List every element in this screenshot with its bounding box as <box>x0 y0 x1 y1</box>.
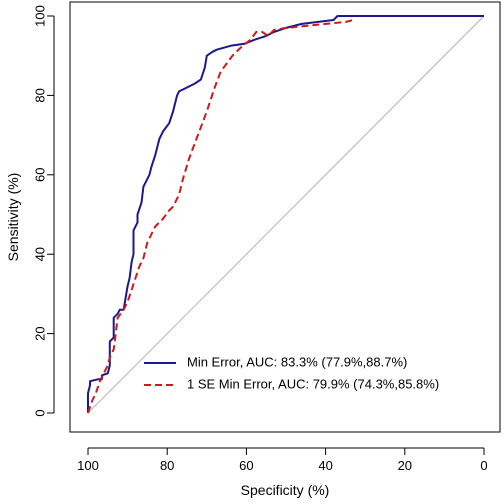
legend-label-1: Min Error, AUC: 83.3% (77.9%,88.7%) <box>187 354 407 369</box>
y-tick-label: 100 <box>33 5 48 27</box>
series-line-2 <box>87 19 354 414</box>
reference-diagonal <box>87 15 485 414</box>
y-tick-label: 60 <box>33 168 48 182</box>
y-tick-label: 0 <box>33 409 48 416</box>
x-tick-label: 100 <box>77 458 99 473</box>
x-axis-label: Specificity (%) <box>241 482 330 498</box>
axes: 100 80 60 40 20 0 0 20 40 60 80 100 <box>33 5 488 473</box>
x-tick-label: 60 <box>239 458 253 473</box>
series-line-1 <box>87 15 484 413</box>
plot-frame <box>69 1 501 433</box>
y-tick-label: 40 <box>33 247 48 261</box>
y-axis-label: Sensitivity (%) <box>5 173 21 262</box>
x-tick-label: 40 <box>318 458 332 473</box>
y-tick-label: 20 <box>33 326 48 340</box>
y-tick-label: 80 <box>33 88 48 102</box>
legend: Min Error, AUC: 83.3% (77.9%,88.7%) 1 SE … <box>144 354 439 391</box>
plot-area <box>69 1 501 433</box>
legend-label-2: 1 SE Min Error, AUC: 79.9% (74.3%,85.8%) <box>187 376 439 391</box>
series-lines <box>87 15 484 414</box>
x-tick-label: 0 <box>480 458 487 473</box>
x-tick-label: 80 <box>160 458 174 473</box>
x-tick-label: 20 <box>398 458 412 473</box>
